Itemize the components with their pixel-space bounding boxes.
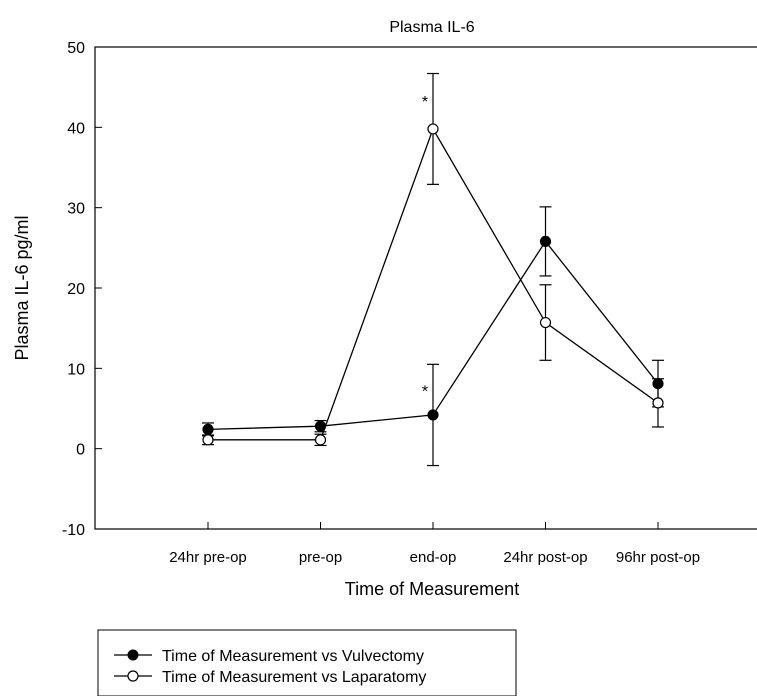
annotation-layer: ** (422, 94, 428, 400)
series-laparatomy (202, 72, 664, 447)
legend: Time of Measurement vs Vulvectomy Time o… (97, 629, 517, 696)
series-vulvectomy (202, 206, 664, 467)
legend-marker-laparatomy (127, 670, 139, 682)
x-axis: 24hr pre-op pre-op end-op 24hr post-op 96hr … (169, 522, 700, 566)
x-tick-label: 24hr pre-op (169, 549, 247, 566)
x-tick-label: pre-op (299, 549, 342, 566)
plot-area-frame (94, 46, 757, 530)
chart-title: Plasma IL-6 (389, 19, 474, 36)
y-axis: -10 0 10 20 30 40 50 (62, 40, 102, 539)
data-point (427, 409, 439, 421)
y-tick-label: 30 (67, 201, 85, 218)
x-axis-label: Time of Measurement (345, 579, 519, 599)
y-tick-label: 20 (67, 281, 85, 298)
x-tick-label: 96hr post-op (616, 549, 700, 566)
x-tick-label: end-op (410, 549, 457, 566)
legend-box (97, 629, 517, 696)
data-point (427, 123, 439, 135)
significance-marker: * (422, 383, 428, 400)
legend-label-laparatomy: Time of Measurement vs Laparatomy (162, 669, 426, 686)
y-tick-label: 40 (67, 120, 85, 137)
y-tick-label: 50 (67, 40, 85, 57)
y-tick-label: 0 (76, 442, 85, 459)
y-tick-label: -10 (62, 522, 85, 539)
legend-label-vulvectomy: Time of Measurement vs Vulvectomy (162, 648, 424, 665)
data-point (539, 235, 552, 248)
significance-marker: * (422, 94, 428, 111)
data-point (314, 434, 327, 446)
y-tick-label: 10 (67, 361, 85, 378)
series-layer (202, 72, 664, 467)
data-point (202, 434, 214, 446)
x-tick-label: 24hr post-op (503, 549, 587, 566)
data-point (652, 397, 664, 409)
data-point (202, 423, 214, 435)
y-axis-label: Plasma IL-6 pg/ml (12, 215, 32, 360)
data-point (539, 316, 552, 329)
legend-marker-vulvectomy (127, 649, 139, 661)
